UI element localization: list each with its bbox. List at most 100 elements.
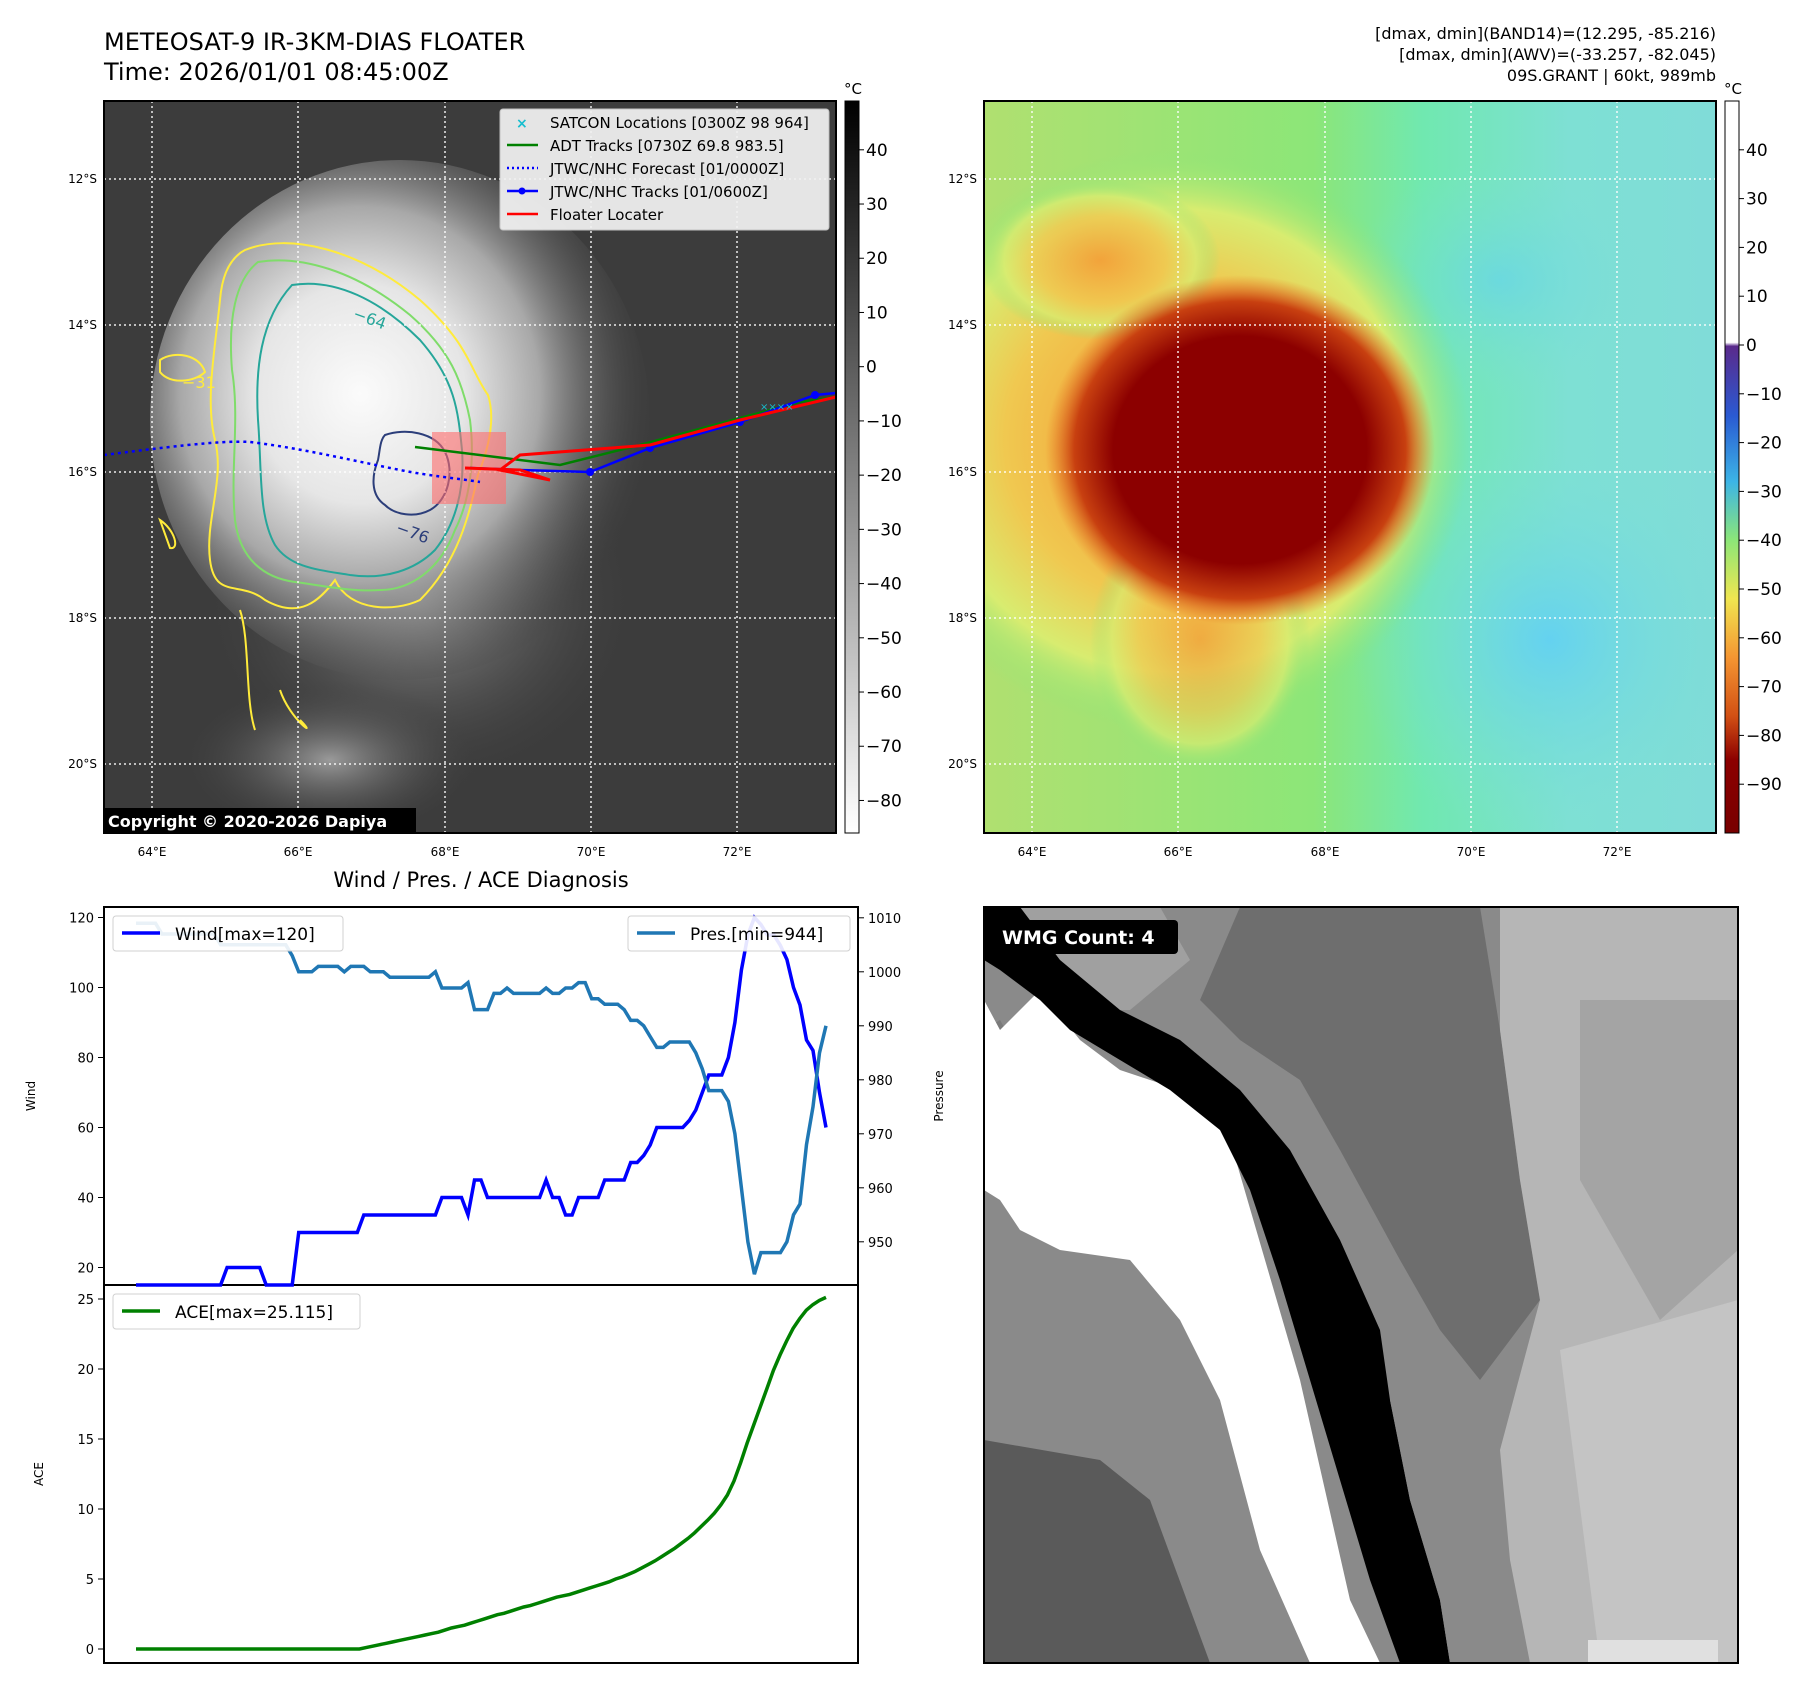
wmg-label-box xyxy=(990,920,1178,954)
color-colorbar-tick-label: −10 xyxy=(1746,385,1782,405)
color-colorbar-tick-label: 30 xyxy=(1746,190,1768,210)
title-line-1: METEOSAT-9 IR-3KM-DIAS FLOATER xyxy=(104,28,525,56)
adt-track xyxy=(414,395,836,467)
lon-label: 68°E xyxy=(431,845,460,859)
y-tick-label: 960 xyxy=(868,1182,893,1197)
color-colorbar-tick-label: −80 xyxy=(1746,726,1782,746)
lat-label: 12°S xyxy=(68,172,97,186)
gray-colorbar xyxy=(844,100,860,834)
lon-label: 64°E xyxy=(138,845,167,859)
y-tick-label: 950 xyxy=(868,1236,893,1251)
gray-colorbar-tick-label: −80 xyxy=(866,791,902,811)
contour-teal xyxy=(256,282,464,578)
gray-colorbar-tick-label: −50 xyxy=(866,629,902,649)
wind-legend: Wind[max=120] xyxy=(112,915,344,952)
lat-label: 16°S xyxy=(68,465,97,479)
color-colorbar-tick-label: −20 xyxy=(1746,434,1782,454)
ace-axes xyxy=(103,1284,859,1664)
jtwc-track-point xyxy=(586,468,594,476)
lon-label: 70°E xyxy=(1457,845,1486,859)
wind-y-ticks: 20 40 60 80 100 120 xyxy=(69,912,104,1277)
legend-label: SATCON Locations [0300Z 98 964] xyxy=(550,114,809,132)
gray-colorbar-tick-label: −70 xyxy=(866,737,902,757)
lon-label: 72°E xyxy=(1603,845,1632,859)
y-tick-label: 990 xyxy=(868,1020,893,1035)
color-colorbar-tick-label: −90 xyxy=(1746,775,1782,795)
gray-colorbar-tick-label: −30 xyxy=(866,520,902,540)
satcon-marker: ×××× xyxy=(760,402,794,413)
color-colorbar-unit: °C xyxy=(1724,80,1742,98)
lat-label: 20°S xyxy=(948,757,977,771)
color-colorbar-tick-label: −40 xyxy=(1746,531,1782,551)
wind-series-line xyxy=(136,914,828,1287)
lon-label: 64°E xyxy=(1018,845,1047,859)
lon-label: 66°E xyxy=(1164,845,1193,859)
lon-label: 70°E xyxy=(577,845,606,859)
lat-label: 16°S xyxy=(948,465,977,479)
y-tick-label: 980 xyxy=(868,1074,893,1089)
gray-colorbar-tick-label: 30 xyxy=(866,195,888,215)
ir-gray-map-frame xyxy=(103,100,837,834)
jtwc-forecast-track xyxy=(104,440,481,484)
color-colorbar-tick-label: 20 xyxy=(1746,238,1768,258)
y-tick-label: 1000 xyxy=(868,966,901,981)
pressure-legend: Pres.[min=944] xyxy=(627,915,851,952)
lat-label: 12°S xyxy=(948,172,977,186)
gray-colorbar-tick-label: 40 xyxy=(866,141,888,161)
legend-label: Floater Locater xyxy=(550,206,664,224)
band-stats: [dmax, dmin](BAND14)=(12.295, -85.216) xyxy=(1375,24,1716,43)
ace-axis-label: ACE xyxy=(32,1462,46,1486)
ace-legend: ACE[max=25.115] xyxy=(112,1293,361,1330)
y-tick-label: 10 xyxy=(77,1503,94,1518)
gray-colorbar-tick-label: −20 xyxy=(866,466,902,486)
gray-colorbar-tick-label: −40 xyxy=(866,575,902,595)
color-colorbar-ticks: 40 30 20 10 0 −10 −20 −30 −40 −50 −60 −70 −80 −90 xyxy=(1739,141,1782,795)
gray-colorbar-tick-label: −60 xyxy=(866,683,902,703)
color-colorbar xyxy=(1724,100,1740,834)
gray-colorbar-ticks: 40 30 20 10 0 −10 −20 −30 −40 −50 −60 −70 −80 xyxy=(859,141,902,811)
y-tick-label: 25 xyxy=(77,1293,94,1308)
wind-legend-label: Wind[max=120] xyxy=(175,925,315,945)
color-colorbar-tick-label: 40 xyxy=(1746,141,1768,161)
lon-label: 66°E xyxy=(284,845,313,859)
lat-label: 20°S xyxy=(68,757,97,771)
copyright-text: Copyright © 2020-2026 Dapiya xyxy=(108,812,387,831)
copyright-box xyxy=(104,808,416,833)
legend-marker-satcon: × xyxy=(516,116,528,132)
y-tick-label: 20 xyxy=(77,1262,94,1277)
track-legend: × SATCON Locations [0300Z 98 964] ADT Tr… xyxy=(499,108,830,231)
ace-series-line xyxy=(136,1295,827,1651)
color-colorbar-tick-label: 0 xyxy=(1746,336,1757,356)
ace-legend-label: ACE[max=25.115] xyxy=(175,1303,333,1323)
wind-axis-label: Wind xyxy=(24,1081,38,1111)
y-tick-label: 970 xyxy=(868,1128,893,1143)
y-tick-label: 5 xyxy=(86,1573,94,1588)
lon-label: 72°E xyxy=(723,845,752,859)
title-line-2: Time: 2026/01/01 08:45:00Z xyxy=(103,58,449,86)
wmg-white-swath xyxy=(984,990,1380,1663)
wmg-panel: WMG Count: 4 xyxy=(984,907,1738,1663)
y-tick-label: 15 xyxy=(77,1433,94,1448)
y-tick-label: 80 xyxy=(77,1052,94,1067)
storm-info: 09S.GRANT | 60kt, 989mb xyxy=(1507,66,1716,85)
contour-yellow xyxy=(208,242,493,610)
legend-label: JTWC/NHC Forecast [01/0000Z] xyxy=(549,160,784,178)
y-tick-label: 40 xyxy=(77,1192,94,1207)
diagnosis-title: Wind / Pres. / ACE Diagnosis xyxy=(333,868,628,892)
wmg-count-label: WMG Count: 4 xyxy=(1002,927,1155,949)
gray-colorbar-tick-label: 0 xyxy=(866,358,877,378)
legend-label: JTWC/NHC Tracks [01/0600Z] xyxy=(549,183,768,201)
y-tick-label: 1010 xyxy=(868,912,901,927)
gray-colorbar-tick-label: 20 xyxy=(866,249,888,269)
floater-locater-track xyxy=(464,395,836,482)
contour-label: −31 xyxy=(182,373,216,392)
legend-marker-jtwc-dot xyxy=(518,187,526,195)
legend-label: ADT Tracks [0730Z 69.8 983.5] xyxy=(550,137,784,155)
lat-label: 14°S xyxy=(68,318,97,332)
y-tick-label: 100 xyxy=(69,982,94,997)
color-colorbar-tick-label: −60 xyxy=(1746,629,1782,649)
ir-color-map-frame xyxy=(983,100,1717,834)
y-tick-label: 120 xyxy=(69,912,94,927)
jtwc-track-point xyxy=(811,391,819,399)
